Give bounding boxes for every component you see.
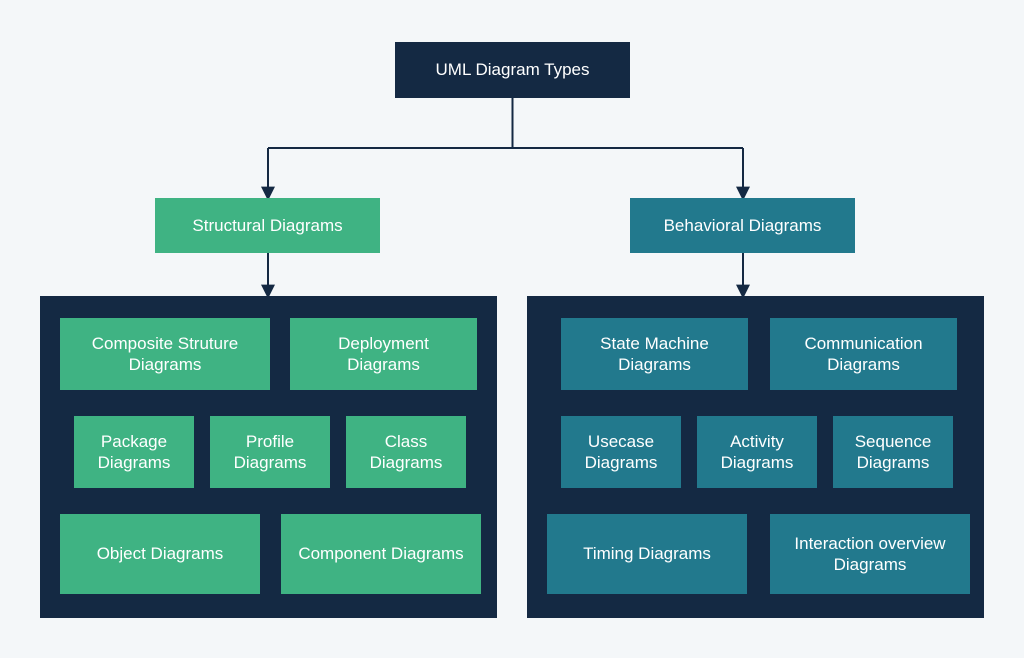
leaf-node: Class Diagrams [346, 416, 466, 488]
leaf-node: Interaction overview Diagrams [770, 514, 970, 594]
leaf-node: Timing Diagrams [547, 514, 747, 594]
leaf-node: Usecase Diagrams [561, 416, 681, 488]
leaf-node: Component Diagrams [281, 514, 481, 594]
root-node: UML Diagram Types [395, 42, 630, 98]
leaf-node: Activity Diagrams [697, 416, 817, 488]
leaf-node: Profile Diagrams [210, 416, 330, 488]
category-structural: Structural Diagrams [155, 198, 380, 253]
leaf-node: Communication Diagrams [770, 318, 957, 390]
leaf-node: State Machine Diagrams [561, 318, 748, 390]
leaf-node: Package Diagrams [74, 416, 194, 488]
leaf-node: Deployment Diagrams [290, 318, 477, 390]
category-behavioral: Behavioral Diagrams [630, 198, 855, 253]
leaf-node: Object Diagrams [60, 514, 260, 594]
leaf-node: Sequence Diagrams [833, 416, 953, 488]
diagram-canvas: UML Diagram Types Structural Diagrams Beha… [0, 0, 1024, 658]
leaf-node: Composite Struture Diagrams [60, 318, 270, 390]
